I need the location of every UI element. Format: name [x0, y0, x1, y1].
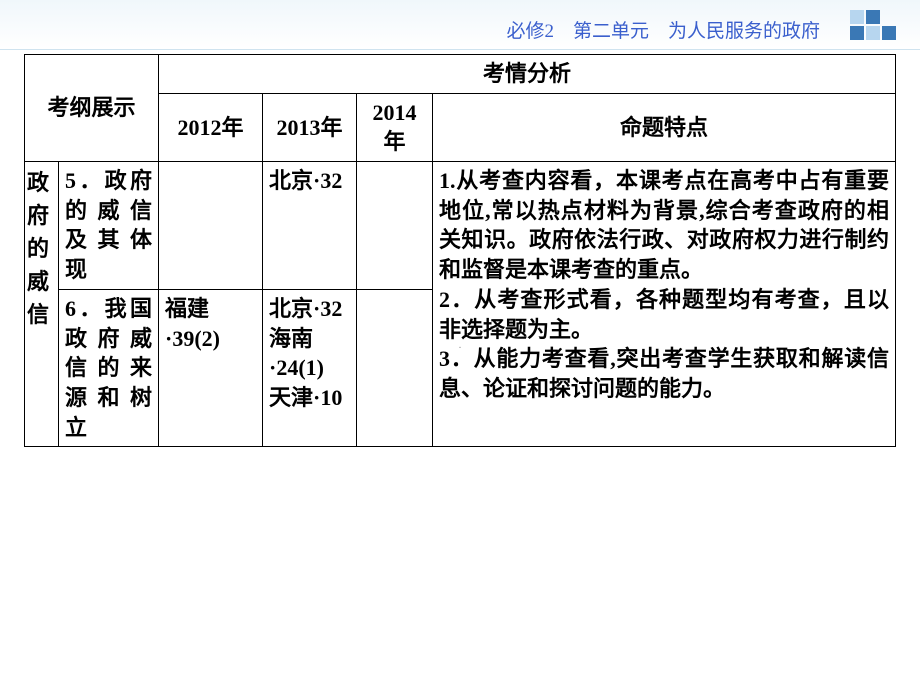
cell-2012-r2: 福建·39(2) — [159, 289, 263, 446]
center-dot: . — [459, 339, 462, 351]
cell-2013-r2: 北京·32 海南·24(1) 天津·10 — [263, 289, 357, 446]
cell-2013-r1: 北京·32 — [263, 162, 357, 290]
cell-item-5: 5．政府的威信及其体现 — [59, 162, 159, 290]
cell-2014-r1 — [357, 162, 433, 290]
table-row: 政府的威信 5．政府的威信及其体现 北京·32 1.从考查内容看，本课考点在高考… — [25, 162, 896, 290]
header-deco-squares — [850, 24, 900, 54]
th-2012: 2012年 — [159, 93, 263, 161]
deco-square — [850, 26, 864, 40]
exam-analysis-table: 考纲展示 考情分析 2012年 2013年 2014年 命题特点 政府的威信 5… — [24, 54, 896, 447]
cell-item-6: 6．我国政府威信的来源和树立 — [59, 289, 159, 446]
table-row: 考纲展示 考情分析 — [25, 55, 896, 94]
th-2013: 2013年 — [263, 93, 357, 161]
slide-header: 必修2 第二单元 为人民服务的政府 — [0, 0, 920, 50]
header-title: 必修2 第二单元 为人民服务的政府 — [506, 16, 820, 43]
deco-square — [882, 26, 896, 40]
th-2014: 2014年 — [357, 93, 433, 161]
th-features: 命题特点 — [433, 93, 896, 161]
th-outline: 考纲展示 — [25, 55, 159, 162]
cell-group: 政府的威信 — [25, 162, 59, 447]
cell-2014-r2 — [357, 289, 433, 446]
cell-2012-r1 — [159, 162, 263, 290]
deco-square — [850, 10, 864, 24]
deco-square — [866, 26, 880, 40]
th-analysis: 考情分析 — [159, 55, 896, 94]
cell-features: 1.从考查内容看，本课考点在高考中占有重要地位,常以热点材料为背景,综合考查政府… — [433, 162, 896, 447]
deco-square — [866, 10, 880, 24]
table-container: 考纲展示 考情分析 2012年 2013年 2014年 命题特点 政府的威信 5… — [0, 50, 920, 447]
